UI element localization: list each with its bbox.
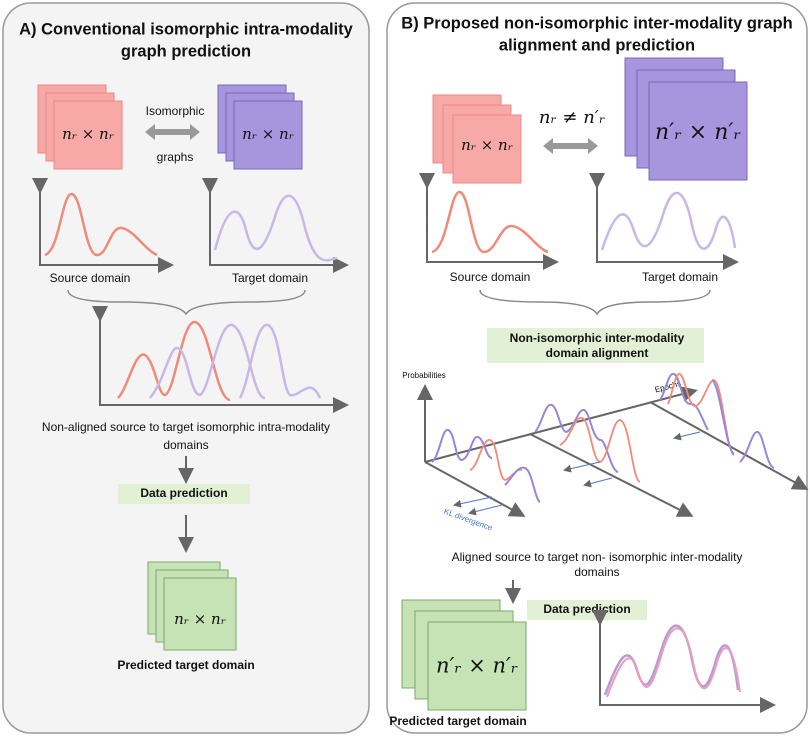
result-label: Predicted target domain [389, 714, 526, 728]
matrix-label: nᵣ × nᵣ [461, 136, 513, 154]
step-label: Non-isomorphic inter-modality [510, 331, 685, 345]
relation-label: nᵣ ≠ n′ᵣ [539, 107, 605, 128]
matrix-label: nᵣ × nᵣ [242, 125, 294, 143]
panel-title: B) Proposed non-isomorphic inter-modalit… [401, 14, 792, 32]
caption: domains [163, 438, 208, 452]
domain-label: Source domain [50, 271, 131, 285]
caption: Non-aligned source to target isomorphic … [42, 420, 330, 434]
axis-label: Probabilities [402, 371, 446, 380]
relation-label: graphs [157, 150, 194, 164]
panel-title: A) Conventional isomorphic intra-modalit… [19, 20, 354, 38]
panel-title: alignment and prediction [499, 36, 695, 54]
domain-label: Target domain [642, 270, 718, 284]
result-label: Predicted target domain [117, 658, 254, 672]
panel-a: A) Conventional isomorphic intra-modalit… [2, 2, 370, 734]
step-label: Data prediction [543, 602, 630, 616]
caption: Aligned source to target non- isomorphic… [452, 550, 743, 564]
matrix-label: nᵣ × nᵣ [174, 610, 226, 628]
matrix-label: n′ᵣ × n′ᵣ [436, 654, 518, 678]
step-label: domain alignment [546, 346, 649, 360]
caption: domains [574, 565, 619, 579]
relation-label: Isomorphic [146, 104, 205, 118]
step-label: Data prediction [140, 486, 227, 500]
panel-title: graph prediction [121, 42, 251, 60]
matrix-label: nᵣ × nᵣ [62, 125, 114, 143]
domain-label: Target domain [232, 271, 308, 285]
domain-label: Source domain [450, 270, 531, 284]
matrix-label: n′ᵣ × n′ᵣ [655, 120, 741, 145]
panel-b: B) Proposed non-isomorphic inter-modalit… [386, 2, 809, 734]
